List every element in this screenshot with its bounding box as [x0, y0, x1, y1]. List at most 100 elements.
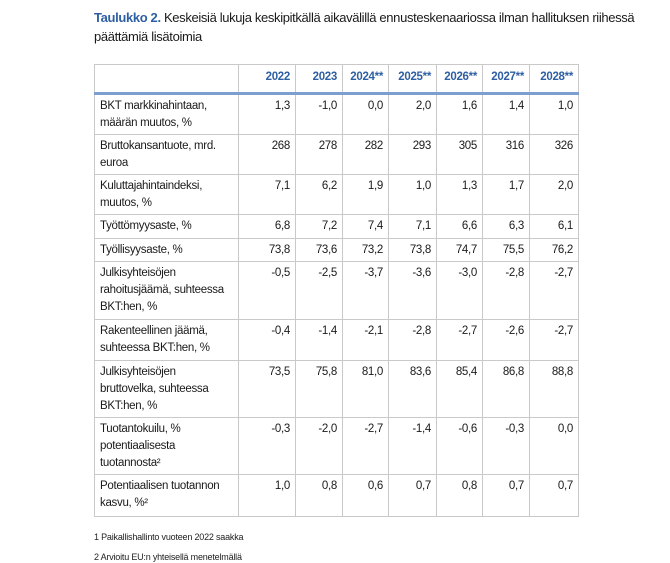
table-row: Julkisyhteisöjen rahoitusjäämä, suhteess… [94, 261, 579, 320]
column-header: 2026** [436, 64, 483, 95]
table-row: Potentiaalisen tuotannon kasvu, %² 1,0 0,8… [94, 474, 579, 517]
row-label: Työttömyysaste, % [94, 214, 239, 239]
table-cell: 0,8 [295, 474, 343, 517]
table-cell: 0,7 [482, 474, 530, 517]
table-cell: 1,0 [529, 93, 579, 135]
table-cell: -1,0 [295, 93, 343, 135]
table-row: Työllisyysaste, % 73,8 73,6 73,2 73,8 74,7 75,… [94, 238, 579, 262]
table-cell: 1,4 [482, 93, 530, 135]
table-cell: 6,2 [295, 174, 343, 215]
table-cell: 7,2 [295, 214, 343, 239]
row-label: Julkisyhteisöjen rahoitusjäämä, suhteess… [94, 261, 239, 320]
table-cell: 305 [436, 134, 483, 175]
table-cell: 7,1 [388, 214, 437, 239]
table-row: BKT markkinahintaan, määrän muutos, % 1,3… [94, 93, 579, 135]
table-cell: 81,0 [342, 360, 389, 418]
table-cell: 282 [342, 134, 389, 175]
table-row: Bruttokansantuote, mrd. euroa 268 278 282 29… [94, 134, 579, 175]
table-cell: 86,8 [482, 360, 530, 418]
caption-label: Taulukko 2. [94, 10, 161, 25]
row-label: Työllisyysaste, % [94, 238, 239, 262]
table-cell: -3,7 [342, 261, 389, 320]
table-cell: -0,3 [482, 417, 530, 475]
table-cell: 7,4 [342, 214, 389, 239]
table-cell: 88,8 [529, 360, 579, 418]
row-label: BKT markkinahintaan, määrän muutos, % [94, 93, 239, 135]
table-cell: 0,6 [342, 474, 389, 517]
row-label: Rakenteellinen jäämä, suhteessa BKT:hen,… [94, 319, 239, 361]
table-cell: 0,7 [388, 474, 437, 517]
table-cell: -1,4 [295, 319, 343, 361]
table-cell: 73,2 [342, 238, 389, 262]
table-cell: 278 [295, 134, 343, 175]
table-cell: -0,3 [238, 417, 296, 475]
table-cell: 74,7 [436, 238, 483, 262]
table-cell: -1,4 [388, 417, 437, 475]
table-cell: 0,8 [436, 474, 483, 517]
table-cell: 73,6 [295, 238, 343, 262]
row-label: Potentiaalisen tuotannon kasvu, %² [94, 474, 239, 517]
table-cell: 6,3 [482, 214, 530, 239]
table-cell: -2,7 [436, 319, 483, 361]
table-cell: -3,0 [436, 261, 483, 320]
table-cell: 1,6 [436, 93, 483, 135]
column-header: 2024** [342, 64, 389, 95]
table-cell: 85,4 [436, 360, 483, 418]
table-cell: 1,9 [342, 174, 389, 215]
column-header-empty [94, 64, 239, 95]
table-cell: 75,5 [482, 238, 530, 262]
table-cell: 83,6 [388, 360, 437, 418]
header-row: 2022 2023 2024** 2025** 2026** 2027** 2028** [94, 64, 579, 95]
table-cell: 0,0 [529, 417, 579, 475]
caption-text: Keskeisiä lukuja keskipitkällä aikavälil… [94, 10, 635, 44]
table-cell: 76,2 [529, 238, 579, 262]
table-cell: 1,0 [238, 474, 296, 517]
table-caption: Taulukko 2. Keskeisiä lukuja keskipitkäl… [94, 8, 654, 46]
table-cell: -2,8 [388, 319, 437, 361]
page-content: Taulukko 2. Keskeisiä lukuja keskipitkäl… [94, 8, 654, 563]
table-cell: 1,0 [388, 174, 437, 215]
column-header: 2025** [388, 64, 437, 95]
table-cell: 7,1 [238, 174, 296, 215]
table-cell: 326 [529, 134, 579, 175]
table-cell: 0,0 [342, 93, 389, 135]
table-cell: -2,7 [529, 261, 579, 320]
table-cell: -3,6 [388, 261, 437, 320]
table-cell: 1,3 [436, 174, 483, 215]
row-label: Kuluttajahintaindeksi, muutos, % [94, 174, 239, 215]
table-cell: -2,8 [482, 261, 530, 320]
table-cell: 2,0 [529, 174, 579, 215]
table-row: Työttömyysaste, % 6,8 7,2 7,4 7,1 6,6 6,3 6,1 [94, 214, 579, 239]
footnote-2: 2 Arvioitu EU:n yhteisellä menetelmällä [94, 552, 242, 562]
table-cell: 316 [482, 134, 530, 175]
table-cell: -2,7 [342, 417, 389, 475]
row-label: Julkisyhteisöjen bruttovelka, suhteessa … [94, 360, 239, 418]
table-cell: 1,3 [238, 93, 296, 135]
forecast-table: 2022 2023 2024** 2025** 2026** 2027** 2028** B… [94, 64, 579, 517]
row-label: Bruttokansantuote, mrd. euroa [94, 134, 239, 175]
table-cell: 1,7 [482, 174, 530, 215]
footnote-1: 1 Paikallishallinto vuoteen 2022 saakka [94, 532, 244, 542]
table-cell: -0,5 [238, 261, 296, 320]
table-cell: 6,1 [529, 214, 579, 239]
table-row: Rakenteellinen jäämä, suhteessa BKT:hen,… [94, 319, 579, 361]
table-cell: 6,6 [436, 214, 483, 239]
column-header: 2022 [238, 64, 296, 95]
table-cell: 73,8 [388, 238, 437, 262]
table-cell: -2,0 [295, 417, 343, 475]
table-cell: -0,4 [238, 319, 296, 361]
table-cell: 268 [238, 134, 296, 175]
column-header: 2028** [529, 64, 579, 95]
table-cell: 73,8 [238, 238, 296, 262]
table-row: Kuluttajahintaindeksi, muutos, % 7,1 6,2 1,… [94, 174, 579, 215]
table-cell: -0,6 [436, 417, 483, 475]
column-header: 2027** [482, 64, 530, 95]
column-header: 2023 [295, 64, 343, 95]
table-cell: -2,5 [295, 261, 343, 320]
row-label: Tuotantokuilu, % potentiaalisesta tuotan… [94, 417, 239, 475]
table-cell: 73,5 [238, 360, 296, 418]
table-cell: 75,8 [295, 360, 343, 418]
table-cell: -2,1 [342, 319, 389, 361]
table-cell: -2,6 [482, 319, 530, 361]
table-cell: 0,7 [529, 474, 579, 517]
